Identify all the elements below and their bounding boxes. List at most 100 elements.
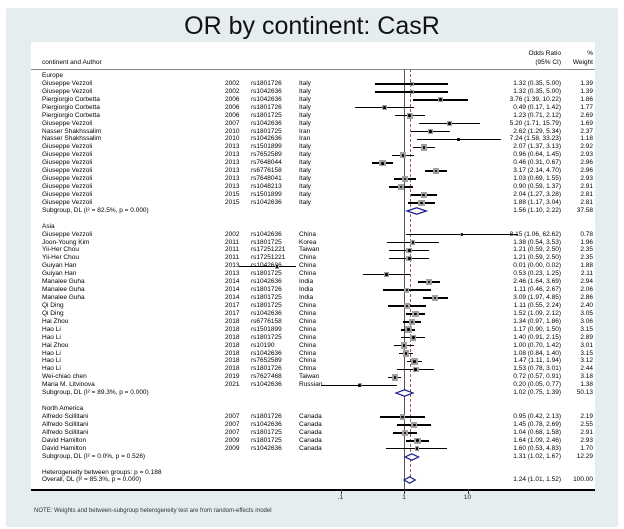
study-country: China [299, 301, 316, 309]
weight-value: 50.13 [576, 389, 593, 397]
study-snp: rs17251221 [251, 254, 286, 262]
study-country: China [299, 357, 316, 365]
study-snp: rs1501899 [251, 143, 282, 151]
study-country: India [299, 286, 314, 294]
point-estimate-dot [381, 161, 384, 165]
study-country: Canada [299, 412, 322, 420]
study-year: 2018 [225, 365, 240, 373]
or-ci-value: 1.47 (1.11, 1.94) [513, 357, 561, 365]
or-ci-value: 1.00 (0.70, 1.42) [513, 341, 561, 349]
or-ci-value: 1.32 (0.35, 5.00) [513, 87, 561, 95]
weight-value: 1.18 [580, 135, 593, 143]
study-author: David Hamilton [42, 436, 87, 444]
weight-value: 2.11 [580, 270, 593, 278]
study-snp: rs7627468 [251, 373, 282, 381]
weight-value: 2.35 [580, 254, 593, 262]
study-author: Hao Li [42, 333, 61, 341]
study-snp: rs1801725 [251, 111, 282, 119]
study-year: 2010 [225, 127, 240, 135]
study-author: Guiyan Han [42, 262, 77, 270]
study-snp: rs1801725 [251, 270, 282, 278]
or-ci-value: 1.31 (1.02, 1.67) [513, 452, 561, 460]
study-country: China [299, 317, 316, 325]
study-country: Italy [299, 87, 311, 95]
study-country: Canada [299, 420, 322, 428]
or-ci-value: 1.04 (0.68, 1.58) [513, 428, 561, 436]
or-ci-value: 0.46 (0.31, 0.67) [513, 159, 561, 167]
study-author: Giuseppe Vezzoli [42, 175, 93, 183]
study-year: 2006 [225, 111, 240, 119]
weight-value: 2.06 [580, 286, 593, 294]
point-estimate-dot [415, 447, 419, 450]
study-author: Giuseppe Vezzoli [42, 143, 93, 151]
column-header-percent: % [587, 50, 593, 57]
point-estimate-dot [422, 146, 426, 149]
point-estimate-dot [403, 177, 407, 181]
pooled-diamond [404, 206, 428, 215]
or-ci-value: 0.90 (0.59, 1.37) [513, 183, 561, 191]
study-author: Alfredo Scillitani [42, 428, 89, 436]
study-snp: rs7648041 [251, 175, 282, 183]
study-snp: rs17251221 [251, 246, 286, 254]
study-year: 2006 [225, 103, 240, 111]
weight-value: 12.29 [576, 452, 593, 460]
study-year: 2009 [225, 444, 240, 452]
study-author: Piergiorgio Corbetta [42, 103, 100, 111]
study-country: China [299, 262, 316, 270]
study-year: 2018 [225, 333, 240, 341]
study-year: 2007 [225, 428, 240, 436]
study-year: 2015 [225, 198, 240, 206]
study-year: 2011 [225, 246, 239, 254]
study-author: Manalee Guha [42, 278, 85, 286]
study-author: Giuseppe Vezzoli [42, 151, 93, 159]
study-country: China [299, 325, 316, 333]
weight-value: 2.19 [580, 412, 593, 420]
study-snp: rs1501899 [251, 190, 282, 198]
point-estimate-dot [399, 185, 403, 189]
study-snp: rs1042636 [251, 95, 282, 103]
point-estimate-dot [275, 265, 279, 268]
study-snp: rs1801725 [251, 301, 282, 309]
column-header-continent-author: continent and Author [42, 59, 102, 66]
group-label: Asia [42, 222, 55, 230]
study-author: David Hamilton [42, 444, 87, 452]
study-year: 2007 [225, 412, 240, 420]
point-estimate-dot [410, 90, 413, 94]
study-year: 2018 [225, 349, 240, 357]
study-snp: rs1042636 [251, 349, 282, 357]
study-snp: rs1501899 [251, 325, 282, 333]
study-snp: rs1801726 [251, 103, 282, 111]
axis-tick [404, 489, 405, 494]
study-author: Giuseppe Vezzoli [42, 159, 93, 167]
pooled-diamond [403, 476, 417, 485]
study-year: 2013 [225, 167, 240, 175]
or-ci-value: 1.52 (1.09, 2.12) [513, 309, 561, 317]
study-snp: rs1042636 [251, 119, 282, 127]
study-country: Taiwan [299, 373, 320, 381]
or-ci-value: 1.40 (0.91, 2.15) [513, 333, 561, 341]
point-estimate-dot [385, 272, 388, 276]
study-author: Hao Li [42, 325, 61, 333]
point-estimate-dot [407, 257, 411, 260]
or-ci-value: 0.01 (0.00, 0.02) [513, 262, 561, 270]
point-estimate-dot [410, 82, 413, 86]
or-ci-value: 3.09 (1.97, 4.85) [513, 294, 561, 302]
study-author: Giuseppe Vezzoli [42, 87, 93, 95]
point-estimate-dot [434, 169, 438, 173]
null-reference-line [404, 69, 405, 489]
or-ci-value: 0.20 (0.05, 0.77) [513, 381, 561, 389]
study-year: 2007 [225, 420, 240, 428]
heterogeneity-row: Heterogeneity between groups: p = 0.188 [42, 468, 162, 476]
study-year: 2019 [225, 373, 240, 381]
group-label: North America [42, 405, 84, 413]
study-author: Alfredo Scillitani [42, 420, 89, 428]
study-year: 2018 [225, 317, 240, 325]
study-author: Qi Ding [42, 301, 64, 309]
study-author: Nasser Shakhssalim [42, 135, 102, 143]
weight-value: 3.18 [580, 373, 593, 381]
study-author: Hao Li [42, 357, 61, 365]
point-estimate-dot [422, 193, 425, 197]
study-snp: rs6776158 [251, 167, 282, 175]
point-estimate-dot [413, 360, 416, 363]
footnote: NOTE: Weights and between-subgroup heter… [34, 508, 272, 514]
